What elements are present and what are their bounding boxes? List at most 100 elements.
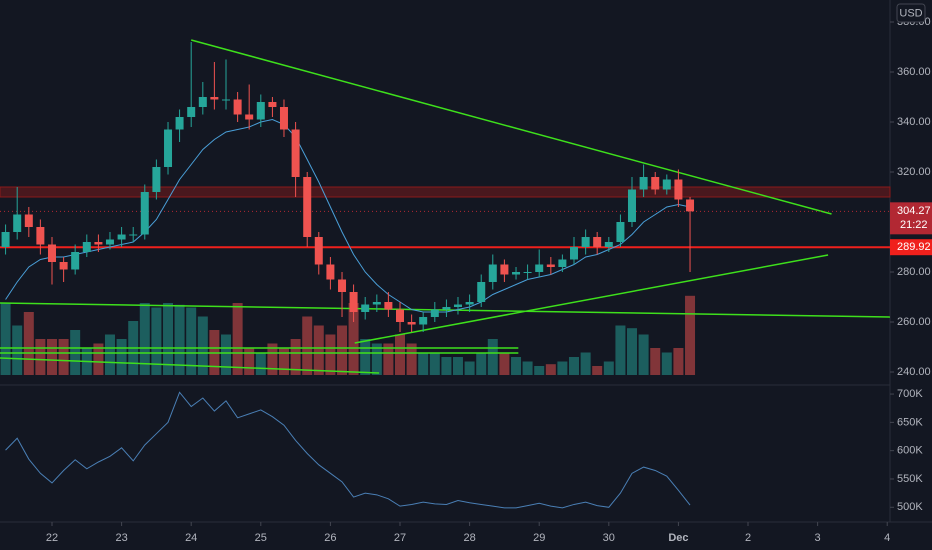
volume-bar: [290, 339, 301, 375]
candle-body: [164, 129, 173, 167]
candle-body: [47, 244, 56, 262]
x-tick-label: Dec: [668, 532, 688, 544]
volume-bar: [325, 334, 336, 375]
volume-bar: [406, 343, 417, 375]
candle-body: [279, 107, 288, 130]
candle-body: [581, 237, 590, 247]
volume-bar: [104, 334, 115, 375]
candle-body: [59, 262, 68, 270]
x-tick-label: 28: [463, 532, 475, 544]
candle-body: [140, 192, 149, 235]
volume-bar: [244, 348, 255, 375]
candle-body: [616, 222, 625, 242]
candle-body: [291, 129, 300, 177]
candle-body: [419, 317, 428, 325]
candle-body: [535, 264, 544, 272]
volume-bar: [116, 339, 127, 375]
x-tick-label: 2: [745, 532, 751, 544]
resistance-zone: [0, 186, 891, 198]
volume-bar: [163, 303, 174, 375]
x-tick-label: 30: [603, 532, 615, 544]
candle-body: [523, 272, 532, 273]
volume-bar: [360, 339, 371, 375]
y-tick-label: 240.00: [897, 366, 931, 378]
volume-bar: [197, 316, 208, 375]
volume-bar: [302, 316, 313, 375]
volume-bar: [638, 334, 649, 375]
volume-bar: [93, 343, 104, 375]
candle-body: [94, 242, 103, 245]
y2-tick-label: 650K: [897, 416, 923, 428]
volume-bar: [395, 334, 406, 375]
candle-body: [210, 97, 219, 100]
volume-bar: [58, 339, 69, 375]
volume-bar: [464, 361, 475, 375]
x-tick-label: 3: [815, 532, 821, 544]
y-tick-label: 320.00: [897, 166, 931, 178]
x-tick-label: 23: [115, 532, 127, 544]
last-price-badge: [890, 202, 932, 235]
currency: USD: [899, 7, 922, 19]
volume-bar: [232, 303, 243, 375]
level-badge: [890, 239, 932, 256]
candle-body: [593, 237, 602, 247]
candle-body: [256, 102, 265, 120]
candle-body: [604, 242, 613, 247]
candle-body: [175, 117, 184, 130]
candle-body: [187, 107, 196, 117]
candle-body: [651, 177, 660, 190]
currency-badge[interactable]: [896, 3, 926, 23]
candle-body: [129, 234, 138, 236]
candle-body: [430, 309, 439, 317]
candle-body: [674, 179, 683, 200]
volume-bar: [603, 361, 614, 375]
candle-body: [442, 307, 451, 310]
y-tick-label: 340.00: [897, 116, 931, 128]
candle-body: [570, 247, 579, 260]
candle-body: [152, 167, 161, 192]
candle-body: [349, 292, 358, 312]
volume-bar: [174, 304, 185, 375]
candle-body: [512, 272, 521, 275]
volume-bar: [0, 303, 11, 375]
y2-tick-label: 550K: [897, 473, 923, 485]
candle-body: [453, 304, 462, 307]
volume-bar: [371, 343, 382, 375]
candle-body: [627, 189, 636, 222]
candle-body: [662, 179, 671, 190]
countdown-label: 21:22: [900, 219, 928, 231]
volume-bar: [452, 357, 463, 375]
volume-bar: [522, 361, 533, 375]
candle-body: [396, 309, 405, 322]
candle-body: [326, 264, 335, 280]
last-price-label: 304.27: [897, 205, 931, 217]
volume-bar: [139, 303, 150, 375]
level-label: 289.92: [897, 241, 931, 253]
volume-bar: [534, 366, 545, 375]
volume-bar: [499, 352, 510, 375]
x-tick-label: 25: [255, 532, 267, 544]
candle-body: [384, 302, 393, 310]
candle-body: [338, 279, 347, 292]
candle-body: [245, 114, 254, 120]
candle-body: [198, 97, 207, 107]
candle-body: [372, 302, 381, 305]
candle-body: [82, 242, 91, 252]
volume-bar: [650, 348, 661, 375]
candle-body: [36, 227, 45, 245]
volume-bar: [476, 352, 487, 375]
candle-body: [268, 102, 277, 107]
trendline: [0, 302, 891, 318]
volume-bar: [418, 352, 429, 375]
candle-body: [105, 239, 114, 245]
y2-tick-label: 500K: [897, 501, 923, 513]
candle-body: [13, 214, 22, 232]
candle-body: [639, 177, 648, 190]
candle-body: [24, 214, 33, 227]
candle-body: [1, 232, 10, 247]
volume-bar: [429, 352, 440, 375]
candle-body: [314, 237, 323, 265]
candle-body: [361, 304, 370, 312]
candle-body: [303, 177, 312, 237]
